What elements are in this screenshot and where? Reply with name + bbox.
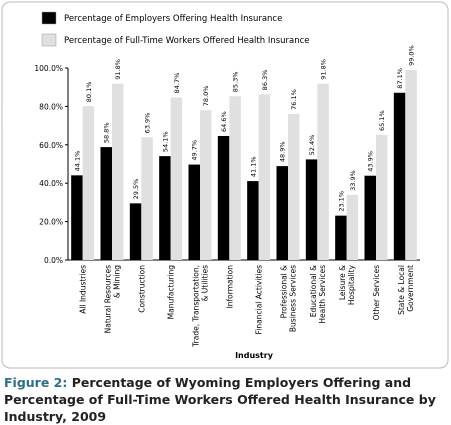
bar [364, 175, 376, 260]
bar [393, 92, 406, 260]
value-label: 48.9% [279, 141, 287, 162]
value-label: 63.9% [144, 113, 152, 134]
x-tick-label: Financial Activities [255, 265, 264, 335]
x-tick-label: Leisure &Hospitality [338, 264, 356, 305]
bar [305, 159, 318, 260]
value-label: 78.0% [202, 86, 210, 107]
value-label: 44.1% [73, 151, 81, 172]
x-tick-label: All Industries [79, 265, 88, 314]
x-tick-label: Educational &Health Services [309, 265, 327, 324]
bar [82, 106, 95, 260]
bar [317, 83, 329, 260]
bar [71, 175, 83, 260]
x-tick-label: Construction [137, 265, 146, 313]
bar [100, 147, 112, 260]
y-tick-label: 60.0% [39, 141, 63, 150]
x-tick-label: Trade, Transportation,& Utilities [192, 265, 210, 348]
bar [229, 96, 241, 260]
bar [200, 110, 212, 261]
bar [276, 166, 288, 260]
bar [112, 83, 124, 260]
bar [217, 135, 230, 260]
y-tick-label: 40.0% [39, 179, 63, 188]
chart: Percentage of Employers Offering Health … [1, 1, 449, 369]
bar [346, 194, 359, 260]
legend-swatch [41, 33, 57, 47]
value-label: 80.1% [85, 82, 93, 103]
value-label: 29.5% [132, 179, 140, 200]
y-tick-label: 100.0% [34, 64, 63, 73]
value-label: 65.1% [378, 110, 386, 131]
value-label: 54.1% [161, 131, 169, 152]
value-label: 23.1% [337, 191, 345, 212]
value-label: 76.1% [290, 89, 298, 110]
value-label: 91.8% [114, 59, 122, 80]
value-label: 91.8% [320, 59, 328, 80]
value-label: 49.7% [191, 140, 199, 161]
y-tick-label: 0.0% [44, 256, 63, 265]
value-label: 99.0% [408, 45, 416, 66]
value-label: 58.8% [103, 122, 111, 143]
bar [141, 137, 153, 260]
legend-swatch [41, 11, 57, 25]
bar [405, 69, 417, 260]
x-tick-label: Information [225, 265, 234, 309]
value-label: 33.9% [349, 170, 357, 191]
bar [247, 181, 259, 260]
bar [188, 164, 200, 260]
value-label: 87.1% [396, 68, 404, 89]
y-tick-label: 20.0% [39, 218, 63, 227]
caption-text: Percentage of Wyoming Employers Offering… [4, 375, 436, 424]
value-label: 64.6% [220, 111, 228, 132]
legend-label: Percentage of Employers Offering Health … [64, 14, 282, 24]
y-tick-label: 80.0% [39, 102, 63, 111]
value-label: 84.7% [173, 73, 181, 94]
caption-label: Figure 2: [4, 375, 68, 390]
bar [170, 97, 183, 260]
value-label: 43.9% [367, 151, 375, 172]
x-tick-label: Professional &Business Services [280, 265, 298, 332]
bar [288, 113, 300, 260]
bar [335, 215, 347, 260]
legend-label: Percentage of Full-Time Workers Offered … [64, 36, 310, 46]
bar [258, 94, 271, 260]
bar [376, 135, 388, 260]
x-axis-title: Industry [235, 351, 274, 360]
x-tick-label: Other Services [372, 265, 381, 320]
x-tick-label: Manufacturing [167, 265, 176, 320]
value-label: 86.3% [261, 70, 269, 91]
x-tick-label: State & LocalGovernment [397, 265, 415, 315]
value-label: 85.3% [232, 72, 240, 93]
value-label: 41.1% [249, 156, 257, 177]
caption: Figure 2: Percentage of Wyoming Employer… [4, 374, 447, 425]
x-tick-label: Natural Resources& Mining [104, 265, 122, 334]
bar [129, 203, 142, 260]
value-label: 52.4% [308, 135, 316, 156]
bar [159, 156, 171, 260]
